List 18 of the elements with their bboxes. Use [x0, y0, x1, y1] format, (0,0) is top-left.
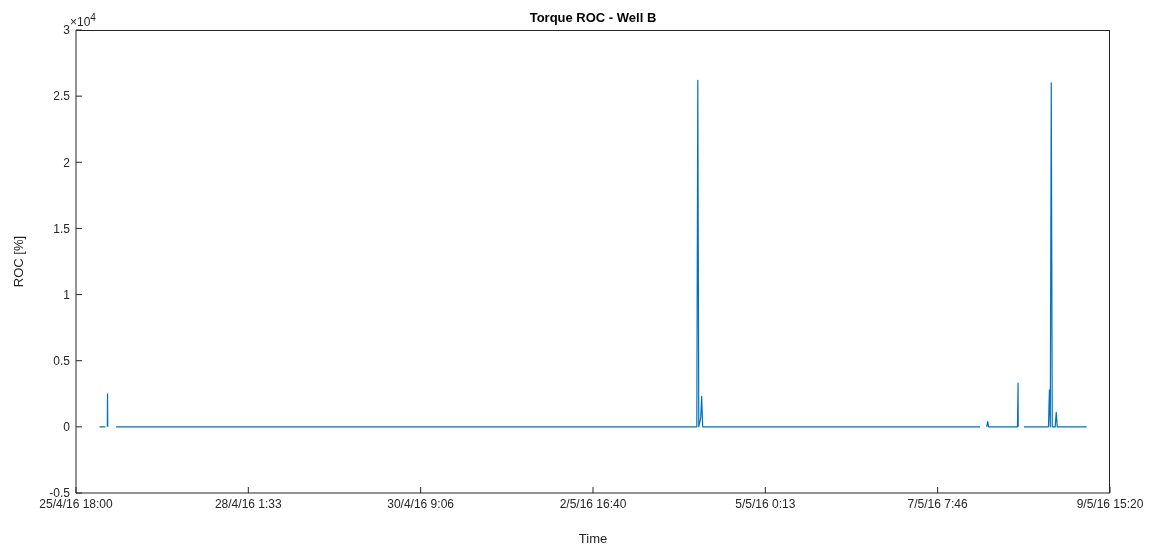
x-tick-label: 5/5/16 0:13	[735, 496, 796, 511]
x-tick-label: 25/4/16 18:00	[39, 496, 114, 511]
y-tick-label: 1.5	[53, 221, 71, 236]
x-tick-label: 2/5/16 16:40	[559, 496, 627, 511]
y-tick-label: 2.5	[53, 89, 71, 104]
x-tick-label: 9/5/16 15:20	[1076, 496, 1144, 511]
y-tick-label: 1	[63, 287, 71, 302]
x-axis-title: Time	[578, 531, 608, 546]
x-tick-label: 28/4/16 1:33	[214, 496, 282, 511]
y-axis-title: ROC [%]	[10, 235, 26, 288]
chart-title: Torque ROC - Well B	[529, 10, 657, 25]
y-tick-label: 0.5	[53, 353, 71, 368]
x-tick-label: 7/5/16 7:46	[907, 496, 968, 511]
y-tick-label: 2	[63, 155, 71, 170]
text: ×10$^{4}$	[70, 12, 96, 29]
y-tick-label: 3	[63, 23, 71, 38]
x-tick-label: 30/4/16 9:06	[387, 496, 455, 511]
y-tick-label: 0	[63, 420, 71, 435]
